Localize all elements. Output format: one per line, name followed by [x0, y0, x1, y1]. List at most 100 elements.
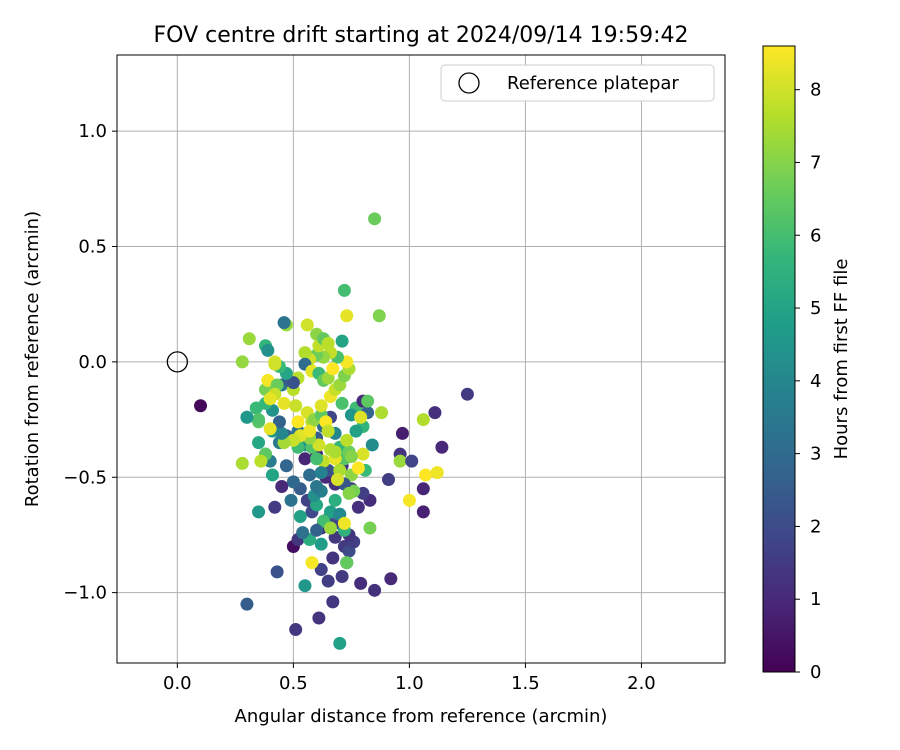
data-point: [340, 433, 354, 447]
data-point: [368, 212, 382, 226]
data-point: [428, 406, 442, 420]
data-point: [326, 551, 340, 565]
data-point: [330, 473, 344, 487]
data-point: [326, 595, 340, 609]
data-point: [335, 569, 349, 583]
data-point: [405, 454, 419, 468]
x-tick-label: 0.5: [279, 673, 308, 694]
data-point: [305, 556, 319, 570]
y-axis-ticks: −1.0 −0.5 0.0 0.5 1.0: [63, 121, 117, 604]
data-point: [286, 376, 300, 390]
data-point: [335, 334, 349, 348]
data-point: [342, 486, 356, 500]
data-point: [351, 461, 365, 475]
data-point: [430, 466, 444, 480]
data-point: [303, 424, 317, 438]
data-point: [340, 309, 354, 323]
data-point: [365, 438, 379, 452]
y-tick-label: −1.0: [63, 583, 107, 604]
x-tick-label: 0.0: [163, 673, 192, 694]
data-point: [321, 574, 335, 588]
legend-marker-reference: [458, 72, 480, 94]
data-point: [326, 362, 340, 376]
data-point: [335, 396, 349, 410]
data-point: [416, 413, 430, 427]
data-point: [363, 521, 377, 535]
data-point: [328, 445, 342, 459]
colorbar-tick-label: 6: [810, 225, 821, 246]
data-point: [435, 440, 449, 454]
x-tick-label: 1.0: [395, 673, 424, 694]
data-point: [351, 500, 365, 514]
data-point: [395, 426, 409, 440]
data-point: [240, 410, 254, 424]
x-axis-ticks: 0.0 0.5 1.0 1.5 2.0: [163, 663, 656, 694]
data-point: [265, 468, 279, 482]
data-point: [261, 343, 275, 357]
data-point: [272, 415, 286, 429]
data-point: [321, 424, 335, 438]
data-point: [298, 579, 312, 593]
data-point: [356, 447, 370, 461]
x-tick-label: 1.5: [511, 673, 540, 694]
legend-box: [440, 64, 715, 102]
data-point: [354, 410, 368, 424]
plot-area-frame: [116, 54, 726, 664]
data-point: [293, 509, 307, 523]
x-axis-label: Angular distance from reference (arcmin): [235, 706, 608, 727]
colorbar: [762, 45, 796, 673]
data-point: [416, 482, 430, 496]
data-point: [333, 636, 347, 650]
data-point: [337, 283, 351, 297]
reference-platepar-marker: [166, 351, 188, 373]
data-point: [368, 583, 382, 597]
data-point: [460, 387, 474, 401]
data-point: [277, 396, 291, 410]
data-point: [268, 500, 282, 514]
data-point: [314, 466, 328, 480]
data-point: [270, 565, 284, 579]
data-point: [328, 493, 342, 507]
data-point: [393, 454, 407, 468]
data-point: [337, 516, 351, 530]
y-tick-label: −0.5: [63, 467, 107, 488]
colorbar-tick-label: 3: [810, 444, 821, 465]
y-tick-label: 0.0: [78, 352, 107, 373]
data-point: [303, 468, 317, 482]
data-point: [254, 454, 268, 468]
data-point: [235, 456, 249, 470]
data-point: [240, 597, 254, 611]
data-point: [323, 521, 337, 535]
colorbar-tick-label: 1: [810, 589, 821, 610]
data-point: [300, 318, 314, 332]
data-point: [275, 426, 289, 440]
data-point: [252, 505, 266, 519]
data-point: [242, 332, 256, 346]
data-point: [279, 459, 293, 473]
data-point: [416, 505, 430, 519]
data-point: [296, 526, 310, 540]
colorbar-label: Hours from first FF file: [831, 259, 852, 460]
data-point: [384, 572, 398, 586]
colorbar-tick-label: 0: [810, 662, 821, 683]
scatter-points: [194, 212, 474, 650]
data-point: [291, 415, 305, 429]
y-tick-label: 1.0: [78, 121, 107, 142]
y-tick-label: 0.5: [78, 237, 107, 258]
data-point: [314, 399, 328, 413]
x-tick-label: 2.0: [627, 673, 656, 694]
data-point: [289, 399, 303, 413]
data-point: [312, 438, 326, 452]
colorbar-tick-label: 5: [810, 298, 821, 319]
colorbar-tick-label: 4: [810, 371, 821, 392]
data-point: [314, 563, 328, 577]
data-point: [372, 309, 386, 323]
colorbar-tick-label: 2: [810, 516, 821, 537]
legend-label-reference: Reference platepar: [507, 73, 679, 94]
legend: Reference platepar: [440, 64, 715, 102]
data-point: [375, 406, 389, 420]
data-point: [298, 452, 312, 466]
chart-title: FOV centre drift starting at 2024/09/14 …: [154, 23, 689, 48]
data-point: [310, 452, 324, 466]
